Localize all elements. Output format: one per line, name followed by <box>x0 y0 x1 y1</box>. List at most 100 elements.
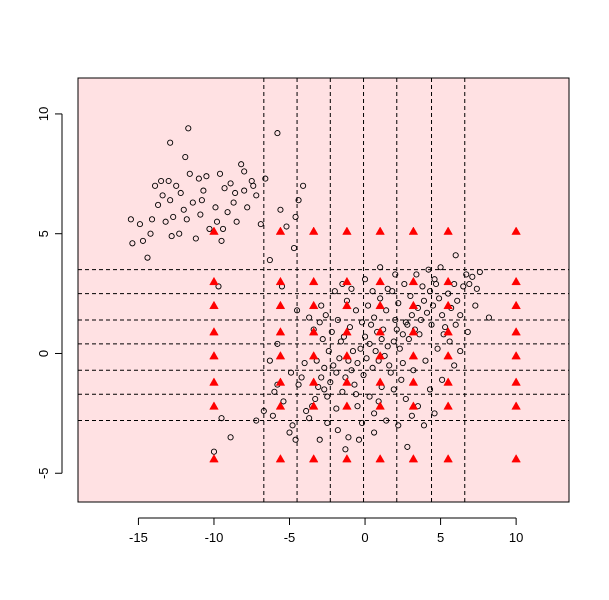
triangle-marker <box>308 377 319 386</box>
data-point <box>180 206 187 213</box>
data-point <box>419 283 426 290</box>
triangle-marker <box>209 351 219 360</box>
data-point <box>361 333 369 340</box>
data-point <box>185 125 192 132</box>
triangle-marker <box>511 226 521 235</box>
data-point <box>200 187 207 194</box>
triangle-marker <box>275 226 286 235</box>
data-point <box>395 422 402 429</box>
data-point <box>271 388 278 395</box>
data-point <box>127 216 134 223</box>
data-point <box>420 297 428 304</box>
data-point <box>408 412 415 419</box>
data-point <box>324 393 331 400</box>
data-point <box>408 312 415 319</box>
data-point <box>422 357 429 364</box>
data-point <box>301 360 308 367</box>
triangle-marker <box>443 300 453 310</box>
data-point <box>384 343 391 350</box>
data-point <box>324 419 331 426</box>
data-point <box>215 283 222 290</box>
data-point <box>189 199 196 206</box>
data-point <box>375 398 382 405</box>
data-point <box>472 302 479 309</box>
data-point <box>144 254 151 261</box>
data-point <box>439 312 446 319</box>
data-point <box>253 192 260 199</box>
data-point <box>420 422 428 429</box>
data-point <box>328 328 335 335</box>
data-point <box>358 419 366 426</box>
data-point <box>198 197 205 204</box>
data-point <box>216 170 224 177</box>
data-point <box>473 285 480 292</box>
data-point <box>365 302 372 309</box>
triangle-marker <box>375 300 385 310</box>
triangle-marker <box>408 276 419 286</box>
data-point <box>378 336 385 343</box>
triangle-marker <box>308 276 319 286</box>
data-point <box>337 338 344 345</box>
data-point <box>334 427 341 434</box>
data-point <box>333 369 340 376</box>
data-point <box>485 314 492 321</box>
data-point <box>442 324 449 331</box>
triangle-marker <box>209 401 219 410</box>
data-point <box>413 271 420 278</box>
data-point <box>274 130 281 137</box>
triangle-marker <box>275 351 286 360</box>
triangle-marker <box>375 226 385 235</box>
data-point <box>283 223 290 230</box>
triangle-marker <box>275 377 286 386</box>
data-point <box>218 237 225 244</box>
x-tick-label: 5 <box>437 530 444 545</box>
triangle-marker <box>275 401 286 410</box>
triangle-marker <box>408 401 419 410</box>
triangle-marker <box>375 454 385 463</box>
triangle-marker <box>408 454 419 463</box>
data-point <box>316 319 323 326</box>
triangle-marker <box>209 327 219 336</box>
data-point <box>269 412 276 419</box>
data-point <box>197 211 204 218</box>
triangle-marker <box>511 401 521 410</box>
data-point <box>390 338 397 345</box>
data-point <box>244 204 251 211</box>
data-points <box>127 125 492 455</box>
data-point <box>352 307 360 314</box>
data-point <box>386 362 393 369</box>
data-point <box>139 237 147 244</box>
triangle-marker <box>408 351 419 360</box>
y-tick-label: -5 <box>36 467 51 479</box>
data-point <box>358 319 366 326</box>
data-point <box>361 276 369 283</box>
triangle-marker <box>275 276 286 286</box>
data-point <box>346 324 353 331</box>
data-point <box>369 288 376 295</box>
data-point <box>404 443 411 450</box>
data-point <box>206 225 213 232</box>
data-point <box>151 182 159 189</box>
data-point <box>219 225 227 232</box>
data-point <box>398 376 405 383</box>
data-point <box>331 288 338 295</box>
triangle-marker <box>443 276 453 286</box>
data-point <box>348 285 355 292</box>
triangle-marker <box>408 377 419 386</box>
data-point <box>294 307 301 314</box>
data-point <box>295 197 302 204</box>
data-point <box>387 369 394 376</box>
data-point <box>395 300 402 307</box>
triangle-marker <box>342 327 352 336</box>
data-point <box>300 182 307 189</box>
data-point <box>401 280 408 288</box>
data-point <box>399 360 406 367</box>
data-point <box>280 398 287 405</box>
data-point <box>129 240 136 247</box>
data-point <box>457 312 464 319</box>
data-point <box>289 422 296 429</box>
triangle-marker <box>375 377 385 386</box>
data-point <box>241 168 248 175</box>
data-point <box>466 280 473 288</box>
